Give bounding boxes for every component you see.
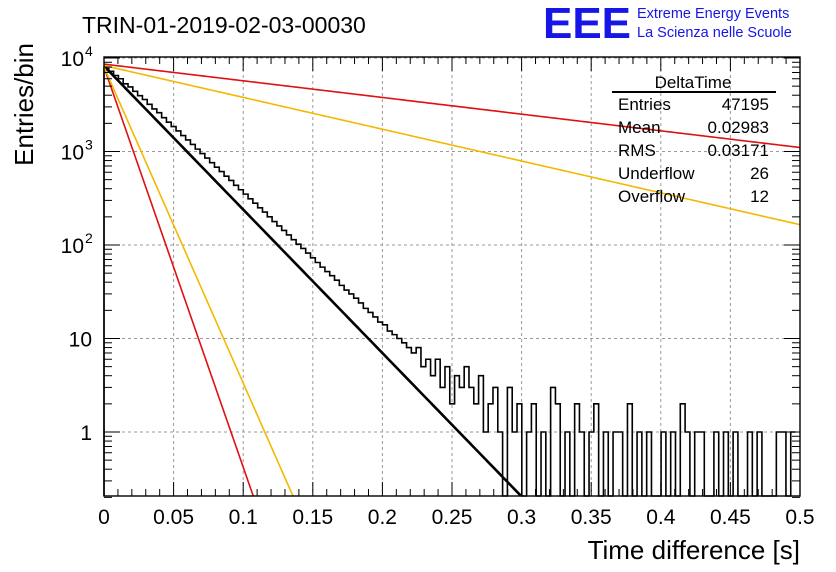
stats-value-entries: 47195 bbox=[722, 95, 769, 114]
plot-title: TRIN-01-2019-02-03-00030 bbox=[82, 12, 366, 38]
x-tick-label: 0 bbox=[98, 506, 110, 529]
x-tick-label: 0.25 bbox=[432, 506, 473, 529]
y-tick-label: 10 bbox=[61, 142, 84, 165]
eee-logo-letters: EEE bbox=[543, 0, 631, 48]
fit-curve-0 bbox=[103, 65, 522, 497]
x-tick-label: 0.45 bbox=[710, 506, 751, 529]
x-tick-label: 0.15 bbox=[292, 506, 333, 529]
y-axis-title: Entries/bin bbox=[9, 43, 39, 166]
x-tick-label: 0.1 bbox=[229, 506, 258, 529]
y-tick-exponent: 3 bbox=[85, 137, 93, 153]
x-axis-title: Time difference [s] bbox=[588, 535, 800, 565]
stats-label-entries: Entries bbox=[618, 95, 671, 114]
axes: 0 0.05 0.1 0.15 0.2 0.25 0.3 0.35 0.4 0.45 0.5 1 10 1… bbox=[61, 43, 815, 529]
x-tick-label: 0.4 bbox=[646, 506, 676, 529]
stats-box: DeltaTime Entries 47195 Mean 0.02983 RMS… bbox=[612, 73, 776, 206]
fit-curve-1 bbox=[103, 63, 801, 149]
stats-value-rms: 0.03171 bbox=[708, 141, 769, 160]
eee-logo-line1: Extreme Energy Events bbox=[637, 6, 789, 22]
x-tick-label: 0.2 bbox=[368, 506, 397, 529]
x-tick-label: 0.35 bbox=[571, 506, 612, 529]
y-tick-label: 10 bbox=[61, 235, 84, 258]
stats-label-mean: Mean bbox=[618, 118, 661, 137]
x-tick-label: 0.5 bbox=[785, 506, 814, 529]
stats-value-overflow: 12 bbox=[750, 187, 769, 206]
y-tick-label: 1 bbox=[80, 422, 92, 445]
stats-label-overflow: Overflow bbox=[618, 187, 686, 206]
x-tick-label: 0.05 bbox=[153, 506, 194, 529]
fit-curve-4 bbox=[103, 66, 294, 497]
y-tick-exponent: 2 bbox=[85, 230, 93, 246]
stats-value-underflow: 26 bbox=[750, 164, 769, 183]
fit-curve-3 bbox=[103, 64, 801, 226]
stats-label-rms: RMS bbox=[618, 141, 656, 160]
stats-value-mean: 0.02983 bbox=[708, 118, 769, 137]
x-tick-label: 0.3 bbox=[507, 506, 536, 529]
y-tick-exponent: 4 bbox=[85, 43, 93, 59]
fit-curves bbox=[103, 63, 801, 497]
stats-label-underflow: Underflow bbox=[618, 164, 695, 183]
y-tick-label: 10 bbox=[69, 329, 92, 352]
eee-logo-line2: La Scienza nelle Scuole bbox=[637, 25, 792, 41]
stats-title: DeltaTime bbox=[655, 73, 732, 92]
y-tick-label: 10 bbox=[61, 48, 84, 71]
fit-curve-2 bbox=[103, 66, 255, 497]
